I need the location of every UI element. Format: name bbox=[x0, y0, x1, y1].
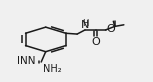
Text: NH₂: NH₂ bbox=[43, 64, 62, 74]
Text: N: N bbox=[81, 20, 90, 30]
Text: H: H bbox=[82, 19, 89, 28]
Text: O: O bbox=[106, 24, 115, 34]
Text: O: O bbox=[91, 36, 100, 46]
Text: INN: INN bbox=[17, 56, 36, 66]
